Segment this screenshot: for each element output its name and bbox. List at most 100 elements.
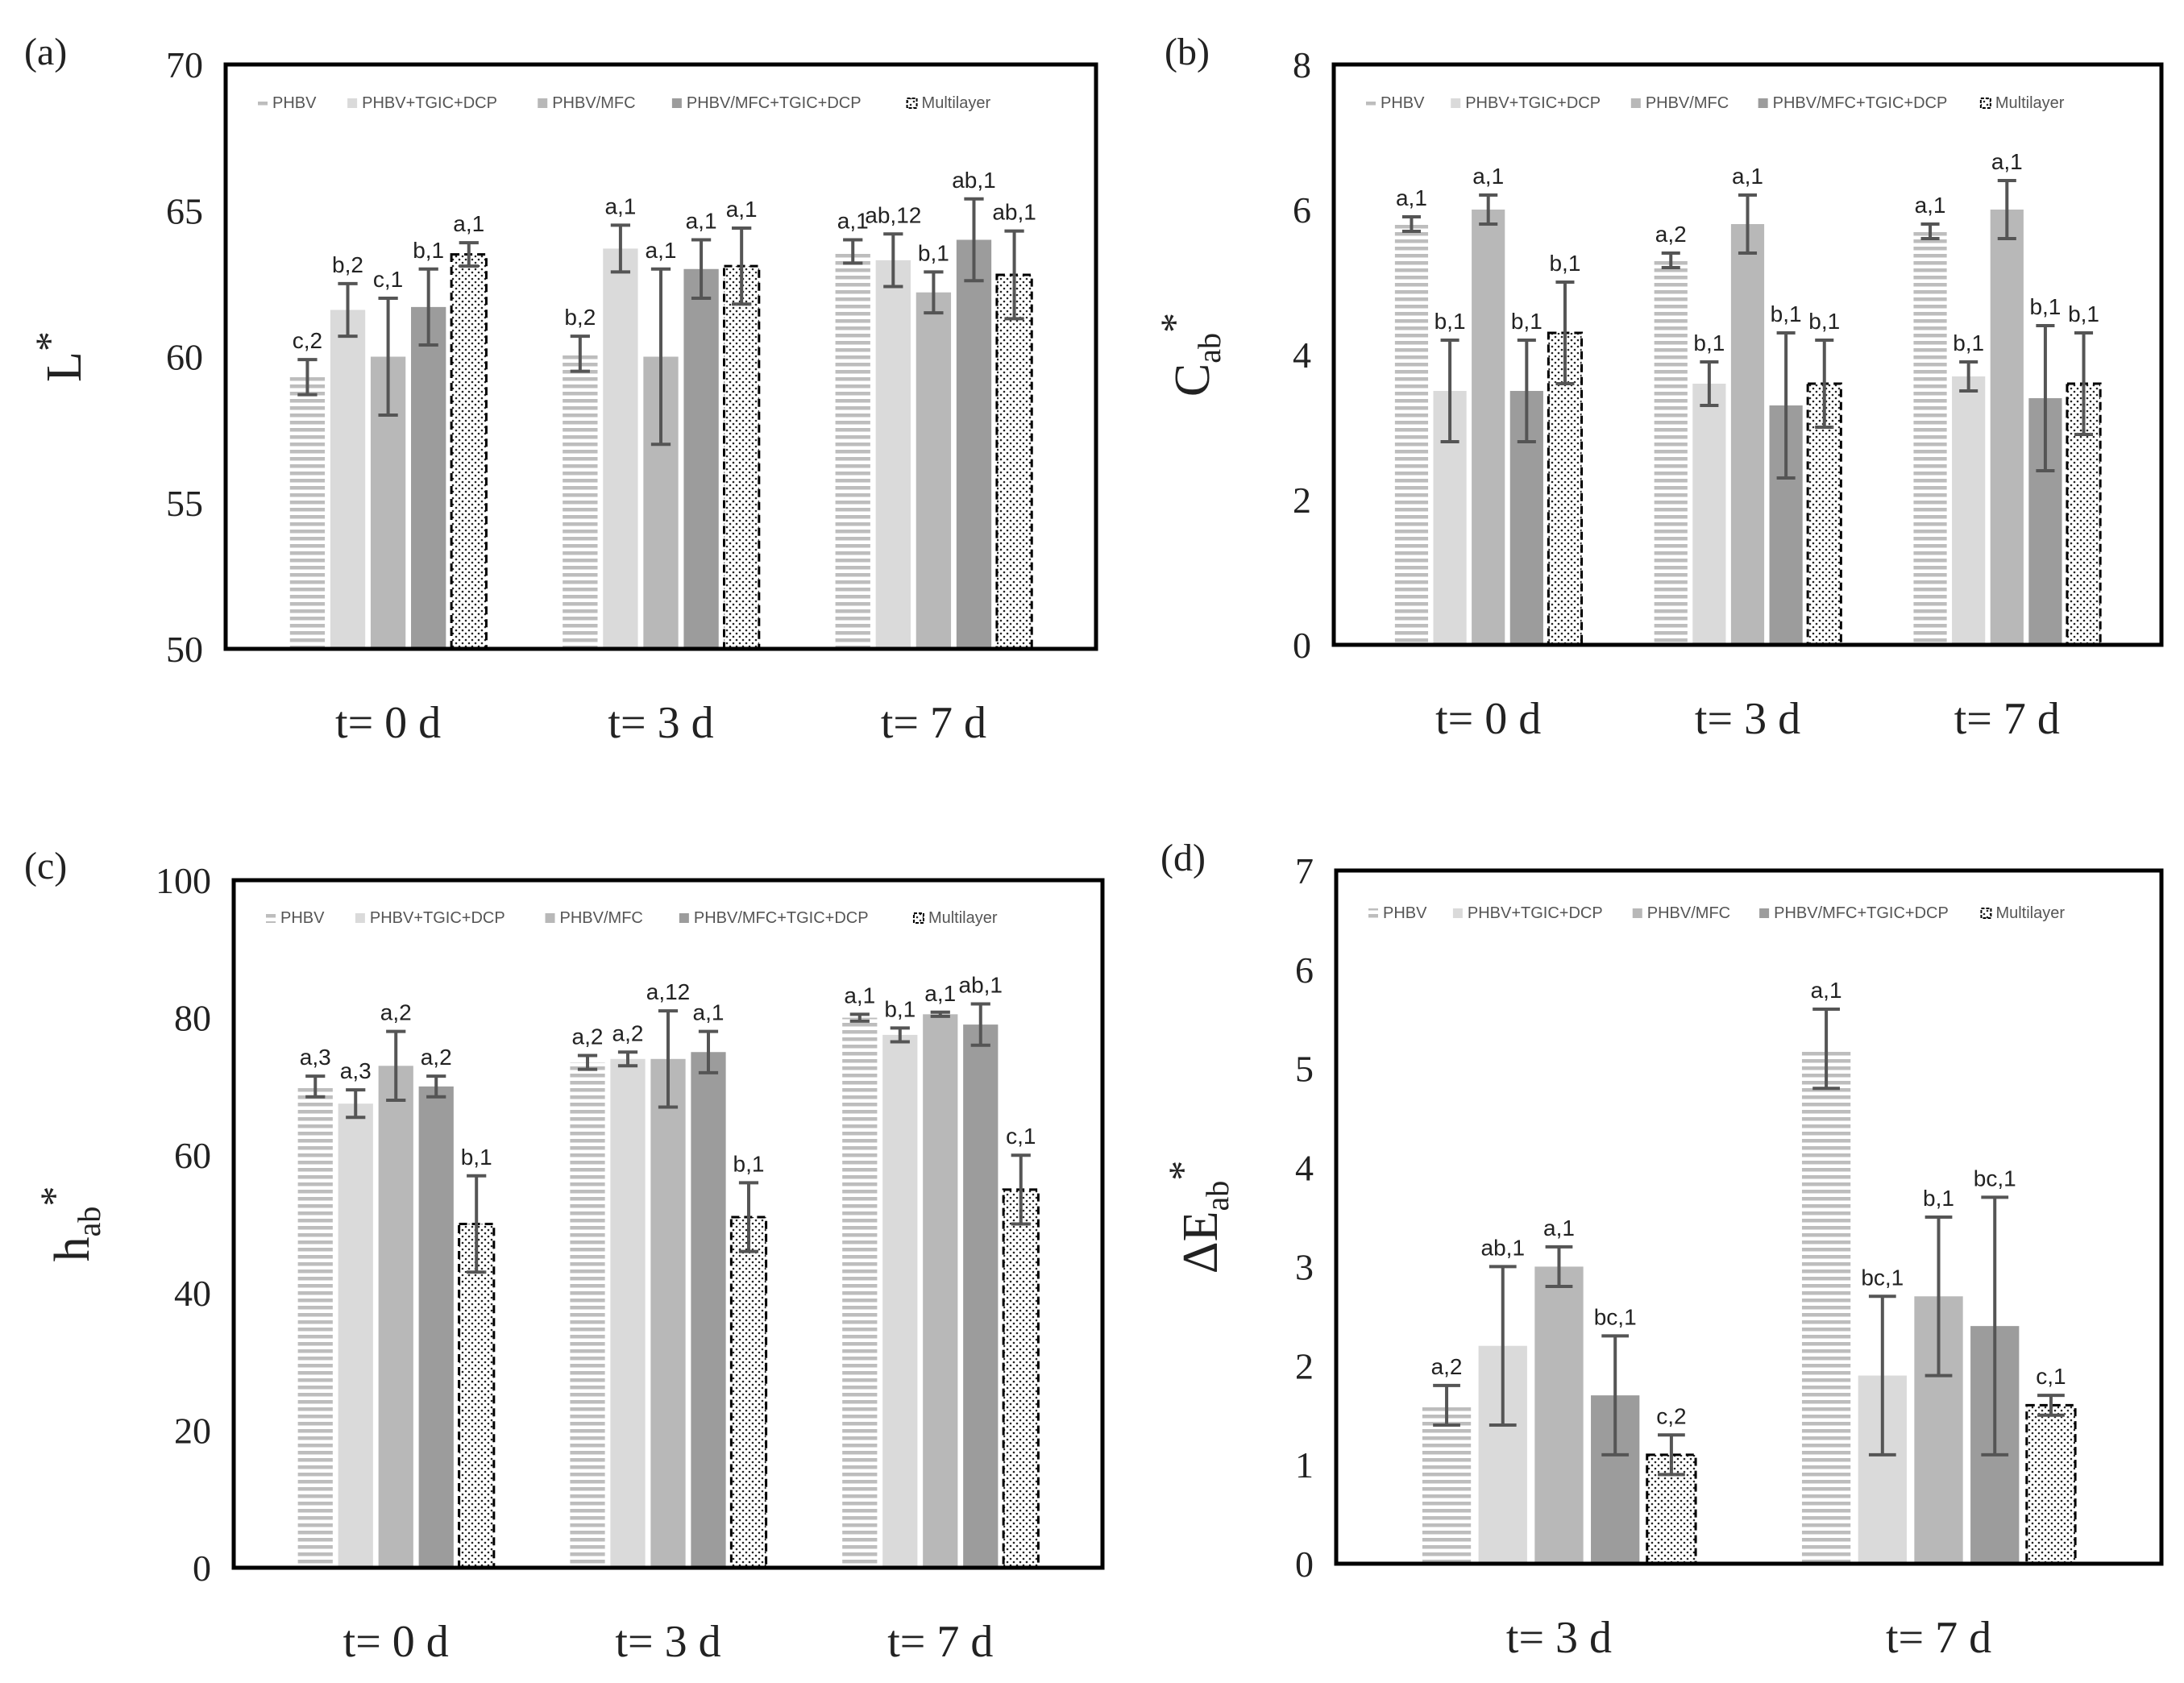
x-tick-label: t= 7 d (1886, 1613, 1991, 1663)
data-label: a,1 (1396, 185, 1427, 210)
data-label: a,1 (1811, 978, 1842, 1003)
legend-label: PHBV (1383, 904, 1427, 922)
y-axis-label: hab* (31, 1186, 107, 1262)
data-label: ab,12 (865, 202, 921, 227)
bar (650, 1058, 686, 1568)
legend-label: PHBV (280, 909, 325, 927)
bar (916, 292, 952, 649)
data-label: a,1 (604, 193, 636, 218)
panel-label: (a) (24, 31, 67, 73)
legend-swatch (545, 913, 555, 923)
data-label: b,1 (1693, 330, 1725, 355)
data-label: ab,1 (959, 973, 1003, 998)
data-label: b,2 (332, 252, 363, 277)
legend-swatch (538, 98, 548, 108)
bar (842, 1017, 878, 1568)
x-tick-label: t= 3 d (615, 1617, 720, 1667)
bar (683, 268, 719, 649)
data-label: b,1 (733, 1151, 765, 1176)
bar (378, 1066, 413, 1568)
data-label: b,1 (1771, 301, 1802, 326)
y-tick-label: 3 (1295, 1246, 1314, 1287)
data-label: bc,1 (1861, 1265, 1904, 1290)
y-tick-label: 0 (193, 1548, 211, 1589)
y-tick-label: 6 (1295, 950, 1314, 991)
legend: PHBV PHBV+TGIC+DCP PHBV/MFC PHBV/MFC+TGIC+D… (266, 909, 998, 927)
bars: a,3a,3a,2a,2b,1a,2 a,2a,12a,1b,1a,1b,1a,1… (297, 973, 1040, 1569)
legend-swatch (1979, 98, 1991, 109)
y-tick-label: 60 (166, 337, 203, 378)
bar (1692, 384, 1726, 645)
chart-panel-4: (d) 0 1 2 3 4 5 6 7 ΔEab* a,2 ab,1 a,1 bc,1 c,2 a,1 bc,1… (1160, 837, 2164, 1663)
y-tick-label: 0 (1293, 625, 1311, 666)
data-label: b,1 (2029, 294, 2061, 319)
legend-swatch (912, 912, 924, 924)
legend-label: Multilayer (922, 94, 991, 112)
bar (729, 1216, 768, 1569)
bar (458, 1223, 496, 1569)
bar (2025, 1403, 2077, 1565)
data-label: a,2 (380, 1000, 412, 1025)
x-tick-label: t= 7 d (1954, 694, 2060, 744)
bar (1730, 224, 1765, 645)
legend-swatch (679, 913, 689, 923)
data-label: b,1 (1808, 309, 1840, 334)
plot-frame (1331, 62, 2164, 647)
legend-label: PHBV+TGIC+DCP (1465, 94, 1601, 112)
bar (1534, 1266, 1584, 1564)
data-label: a,1 (693, 1000, 725, 1025)
legend-swatch (1451, 98, 1461, 108)
x-tick-label: t= 3 d (1695, 694, 1800, 744)
data-label: a,1 (1915, 193, 1946, 218)
data-label: a,1 (1991, 149, 2023, 174)
plot-frame (1334, 868, 2164, 1566)
data-label: b,1 (918, 240, 949, 265)
legend: PHBV PHBV+TGIC+DCP PHBV/MFC PHBV/MFC+TGIC+D… (1366, 94, 2065, 112)
y-axis-label: ΔEab* (1160, 1161, 1235, 1274)
legend-swatch (1630, 98, 1641, 108)
data-label: b,1 (1435, 309, 1466, 334)
panel-label: (c) (24, 845, 67, 887)
data-label: b,1 (1923, 1186, 1954, 1211)
data-label: bc,1 (1974, 1166, 2016, 1191)
bar (1990, 210, 2024, 645)
y-axis-label: Cab* (1152, 313, 1227, 397)
legend-swatch (1759, 908, 1770, 918)
x-tick-label: t= 0 d (1435, 694, 1541, 744)
data-label: a,3 (300, 1045, 331, 1070)
legend-label: PHBV/MFC (560, 909, 643, 927)
bar (297, 1086, 333, 1568)
plot-frame (223, 62, 1098, 651)
y-tick-label: 65 (166, 190, 203, 231)
legend-label: Multilayer (928, 909, 998, 927)
bar (411, 306, 446, 649)
legend-label: Multilayer (1995, 94, 2065, 112)
y-tick-label: 60 (174, 1135, 211, 1176)
bar (1002, 1188, 1040, 1569)
data-label: c,2 (293, 328, 322, 353)
bar (995, 273, 1033, 650)
data-label: b,1 (884, 996, 916, 1021)
legend-label: PHBV (1381, 94, 1425, 112)
y-tick-label: 4 (1295, 1148, 1314, 1189)
bar (338, 1103, 373, 1568)
y-tick-label: 2 (1293, 480, 1311, 521)
data-label: ab,1 (992, 200, 1036, 225)
data-label: b,1 (1511, 309, 1543, 334)
bar (418, 1086, 454, 1568)
legend-label: PHBV/MFC (1646, 94, 1729, 112)
bar (963, 1024, 999, 1568)
x-tick-label: t= 3 d (1506, 1613, 1612, 1663)
legend-swatch (906, 98, 918, 109)
bar (723, 264, 761, 650)
legend-label: PHBV/MFC+TGIC+DCP (694, 909, 869, 927)
y-tick-label: 5 (1295, 1049, 1314, 1090)
data-label: a,2 (572, 1024, 604, 1049)
data-label: b,1 (2068, 301, 2099, 326)
legend-swatch (258, 98, 268, 108)
data-label: a,1 (837, 209, 869, 234)
bars: a,1b,1a,1b,1b,1a,2b,1a,1b,1 b,1a,1b,1a,1b… (1394, 149, 2102, 646)
bars: c,2b,2c,1b,1a,1b,2a,1a,1a,1 a,1 a,1ab,12b,… (289, 168, 1036, 650)
bar (1654, 260, 1688, 645)
